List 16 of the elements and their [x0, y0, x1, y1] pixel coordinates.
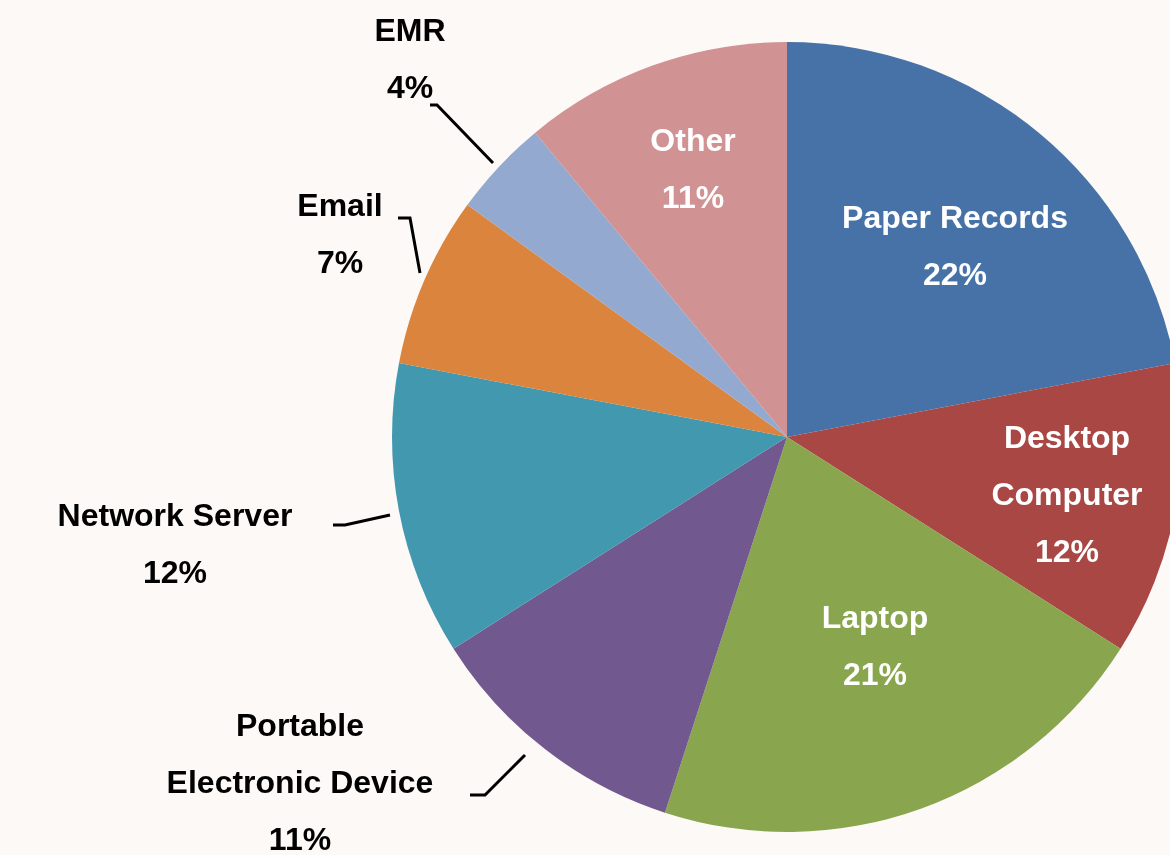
data-label: 11%	[661, 179, 725, 215]
slice-label: Network Server	[57, 497, 293, 533]
data-label: 4%	[386, 69, 434, 105]
slice-label: Desktop Computer	[991, 419, 1143, 512]
data-label: 12%	[1034, 533, 1100, 569]
slice-label: Paper Records	[842, 199, 1068, 235]
slice-label: Other	[650, 122, 736, 158]
slice-label: Email	[297, 187, 383, 223]
data-label: 22%	[922, 256, 988, 292]
data-label: 7%	[316, 244, 364, 280]
slice-label: Portable Electronic Device	[166, 707, 434, 800]
slice-label: EMR	[374, 12, 446, 48]
data-label: 11%	[268, 821, 332, 855]
slice-label: Laptop	[821, 599, 929, 635]
data-label: 21%	[842, 656, 908, 692]
data-label: 12%	[142, 554, 208, 590]
